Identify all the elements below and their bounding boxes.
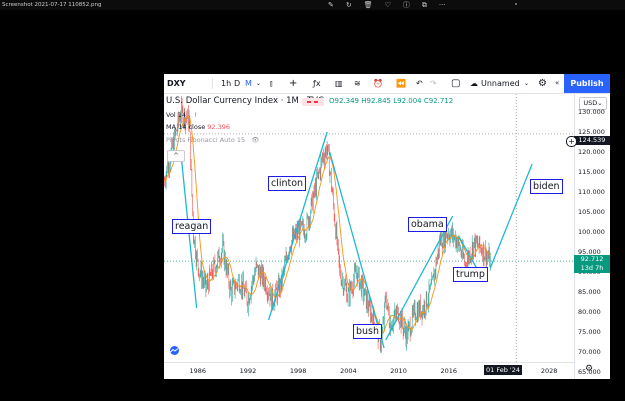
snapshot-icon[interactable]: «	[555, 79, 560, 87]
symbol-search[interactable]: DXY	[167, 79, 186, 88]
alert-icon[interactable]: ⏰	[373, 79, 383, 88]
time-axis[interactable]	[164, 362, 574, 379]
volume-warning-icon: !	[194, 111, 197, 119]
symbol-title: U.S. Dollar Currency Index · 1M · TVC	[166, 96, 324, 106]
price-tick-label: 95.000	[578, 248, 601, 256]
crosshair-price-label: 124.539	[574, 136, 610, 145]
toolbar-separator	[212, 78, 213, 89]
layout-chevron-icon[interactable]: ⌄	[524, 80, 530, 87]
pivots-label: Pivots Fibonacci Auto 15	[166, 136, 246, 144]
currency-label: USD	[583, 99, 598, 107]
add-alert-icon[interactable]: +	[566, 136, 577, 147]
candles-icon[interactable]: ⫾	[270, 79, 273, 88]
viewer-dot	[515, 3, 517, 5]
time-tick-label: 1998	[289, 367, 307, 375]
annotation-bush[interactable]: bush	[353, 324, 383, 339]
hidden-eye-icon[interactable]: 👁	[251, 136, 260, 144]
chart-toolbar: DXY 1h D M ⌄ ⫾ + ƒx ▥ ≋ ⏰ ⏪ ↶ ↷ ▢ ☁ Unna…	[164, 74, 610, 94]
price-tick-label: 110.000	[578, 188, 605, 196]
time-tick-label: 2016	[440, 367, 458, 375]
more-icon[interactable]: ···	[438, 1, 446, 9]
price-tick-label: 85.000	[578, 288, 601, 296]
crop-icon[interactable]: ⧉	[421, 1, 427, 9]
trend-line-drawing	[329, 151, 385, 349]
trend-line-drawing	[489, 163, 533, 269]
templates-icon[interactable]: ≋	[354, 79, 361, 88]
annotation-trump[interactable]: trump	[453, 267, 488, 282]
financials-icon[interactable]: ▥	[335, 79, 343, 88]
viewer-file-title: Screenshot 2021-07-17 110852.png	[2, 2, 102, 8]
publish-button[interactable]: Publish	[564, 74, 610, 93]
price-tick-label: 115.000	[578, 168, 605, 176]
time-tick-label: 2028	[540, 367, 558, 375]
market-status-badge	[302, 98, 324, 106]
viewer-toolbar: ✎ ↻ 🗑 ♡ ⓘ ⧉ ···	[328, 0, 446, 10]
price-tick-label: 100.000	[578, 228, 605, 236]
annotation-obama[interactable]: obama	[408, 217, 447, 232]
price-tick-label: 105.000	[578, 208, 605, 216]
interval-d-button[interactable]: D	[234, 79, 241, 88]
pivots-legend[interactable]: Pivots Fibonacci Auto 15 👁	[166, 136, 259, 144]
annotation-clinton[interactable]: clinton	[268, 176, 307, 191]
time-tick-label: 2010	[390, 367, 407, 375]
time-tick-label: 1986	[189, 367, 207, 375]
chart-canvas[interactable]	[164, 94, 610, 379]
info-icon[interactable]: ⓘ	[402, 1, 410, 9]
chart-pane[interactable]: U.S. Dollar Currency Index · 1M · TVC O9…	[164, 94, 610, 379]
chevron-down-icon[interactable]: ⌄	[256, 80, 262, 87]
favorite-icon[interactable]: ♡	[384, 1, 391, 9]
price-tick-label: 120.000	[578, 148, 605, 156]
trend-line-drawing	[385, 215, 454, 341]
bar-countdown-label: 13d 7h	[574, 264, 610, 273]
price-tick-label: 65.000	[578, 368, 601, 376]
redo-icon[interactable]: ↷	[430, 79, 437, 88]
viewer-titlebar: Screenshot 2021-07-17 110852.png ✎ ↻ 🗑 ♡…	[0, 0, 625, 10]
interval-1h-button[interactable]: 1h	[221, 79, 232, 88]
settings-icon[interactable]: ⚙	[538, 78, 547, 89]
price-tick-label: 125.000	[578, 128, 605, 136]
trend-line-drawing	[267, 131, 328, 321]
compare-icon[interactable]: +	[289, 78, 298, 89]
ma-value: 92.396	[207, 123, 231, 131]
annotation-reagan[interactable]: reagan	[172, 219, 212, 234]
rotate-icon[interactable]: ↻	[345, 1, 352, 9]
tradingview-window: DXY 1h D M ⌄ ⫾ + ƒx ▥ ≋ ⏰ ⏪ ↶ ↷ ▢ ☁ Unna…	[164, 74, 610, 379]
volume-label: Vol 14	[166, 111, 187, 119]
annotation-biden[interactable]: biden	[530, 179, 563, 194]
price-tick-label: 75.000	[578, 328, 601, 336]
axis-settings-icon[interactable]: ⚙	[585, 364, 594, 374]
time-tick-label: 1992	[239, 367, 257, 375]
indicators-icon[interactable]: ƒx	[313, 79, 321, 88]
layout-name[interactable]: Unnamed	[481, 79, 520, 88]
collapse-legend-button[interactable]: ^	[167, 150, 185, 162]
trend-line-drawing	[457, 235, 479, 271]
crosshair-date-label: 01 Feb '24	[484, 365, 522, 375]
delete-icon[interactable]: 🗑	[363, 1, 373, 9]
price-tick-label: 70.000	[578, 348, 601, 356]
fullscreen-icon[interactable]: ▢	[451, 78, 461, 89]
tradingview-logo-icon[interactable]	[168, 346, 181, 355]
ma-label: MA 14 close	[166, 123, 206, 131]
price-tick-label: 80.000	[578, 308, 601, 316]
ma-legend[interactable]: MA 14 close 92.396	[166, 123, 230, 131]
undo-icon[interactable]: ↶	[416, 79, 423, 88]
replay-icon[interactable]: ⏪	[396, 79, 406, 88]
currency-selector[interactable]: USD⌄	[579, 97, 607, 110]
time-tick-label: 2004	[340, 367, 357, 375]
last-price-label: 92.712	[574, 255, 610, 264]
volume-legend[interactable]: Vol 14 !	[166, 111, 197, 119]
ohlc-values: O92.349 H92.845 L92.004 C92.712	[329, 97, 454, 105]
edit-icon[interactable]: ✎	[328, 1, 334, 9]
price-tick-label: 130.000	[578, 108, 605, 116]
cloud-icon: ☁	[470, 79, 478, 88]
moving-average-line	[164, 116, 491, 334]
interval-m-button[interactable]: M	[245, 79, 252, 88]
